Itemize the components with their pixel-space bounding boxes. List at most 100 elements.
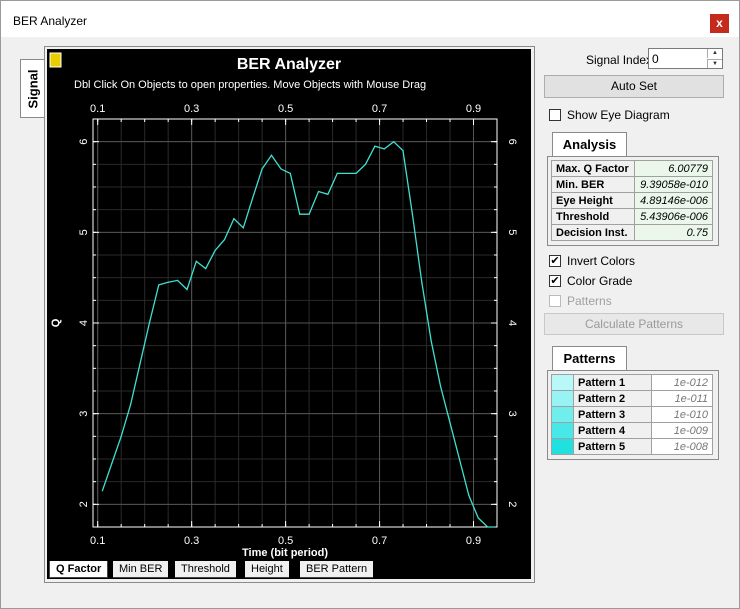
data-point xyxy=(346,172,348,174)
analysis-value[interactable]: 0.75 xyxy=(633,224,714,241)
table-row: Pattern 5 1e-008 xyxy=(551,438,713,455)
color-grade-checkbox[interactable]: ✔ xyxy=(549,275,561,287)
pattern-value[interactable]: 1e-009 xyxy=(651,422,713,439)
data-point xyxy=(261,168,263,170)
x-tick-label-top: 0.7 xyxy=(372,103,387,115)
pattern-value[interactable]: 1e-012 xyxy=(651,374,713,391)
data-point xyxy=(120,435,122,437)
y-axis-label: Q xyxy=(50,318,62,327)
show-eye-checkbox[interactable] xyxy=(549,109,561,121)
tab-min-ber[interactable]: Min BER xyxy=(113,561,169,578)
table-row: Decision Inst. 0.75 xyxy=(551,224,714,241)
table-row: Pattern 3 1e-010 xyxy=(551,406,713,423)
data-point xyxy=(176,279,179,281)
calculate-patterns-button[interactable]: Calculate Patterns xyxy=(544,313,724,335)
table-row: Pattern 1 1e-012 xyxy=(551,374,713,391)
y-tick-label-right: 3 xyxy=(506,411,518,417)
x-tick-label: 0.1 xyxy=(90,535,105,547)
x-tick-label: 0.5 xyxy=(278,535,293,547)
spin-up-icon[interactable]: ▲ xyxy=(707,49,722,58)
tab-ber-pattern[interactable]: BER Pattern xyxy=(300,561,374,578)
table-row: Threshold 5.43906e-006 xyxy=(551,208,714,225)
data-point xyxy=(317,190,320,193)
patterns-table: Pattern 1 1e-012 Pattern 2 1e-011 Pattern … xyxy=(551,374,713,455)
data-point xyxy=(289,172,291,174)
data-point xyxy=(167,281,169,283)
invert-colors-checkbox[interactable]: ✔ xyxy=(549,255,561,267)
y-tick-label-right: 2 xyxy=(506,501,518,507)
tab-height[interactable]: Height xyxy=(245,561,289,578)
signal-index-input[interactable] xyxy=(650,50,706,67)
pattern-color-swatch[interactable] xyxy=(551,422,574,439)
patterns-checkbox[interactable] xyxy=(549,295,561,307)
signal-index-spinner[interactable]: ▲ ▼ xyxy=(648,48,723,69)
close-button[interactable]: x xyxy=(710,14,729,33)
data-point xyxy=(364,163,367,165)
y-tick-label-right: 5 xyxy=(506,229,518,235)
data-point xyxy=(299,213,301,215)
x-tick-label-top: 0.3 xyxy=(184,103,199,115)
x-tick-label-top: 0.1 xyxy=(90,103,105,115)
pattern-color-swatch[interactable] xyxy=(551,390,574,407)
q-factor-plot[interactable]: BER Analyzer Dbl Click On Objects to open… xyxy=(47,49,531,579)
analysis-value[interactable]: 9.39058e-010 xyxy=(633,176,714,193)
tab-signal[interactable]: Signal xyxy=(20,59,45,118)
pattern-value[interactable]: 1e-008 xyxy=(651,438,713,455)
data-point xyxy=(252,197,254,199)
invert-colors-label: Invert Colors xyxy=(567,254,636,268)
x-tick-label: 0.3 xyxy=(184,535,199,547)
pattern-name: Pattern 4 xyxy=(572,422,653,439)
y-tick-label: 6 xyxy=(78,139,90,145)
y-tick-label: 2 xyxy=(78,501,90,507)
y-tick-label: 4 xyxy=(78,320,90,326)
data-point xyxy=(383,148,385,150)
x-axis-label: Time (bit period) xyxy=(242,547,328,559)
patterns-checkbox-label: Patterns xyxy=(567,294,612,308)
pattern-name: Pattern 1 xyxy=(572,374,653,391)
data-point xyxy=(421,281,423,283)
analysis-key: Decision Inst. xyxy=(551,224,635,241)
data-point xyxy=(355,172,357,174)
data-point xyxy=(411,213,414,215)
y-tick-label-right: 6 xyxy=(506,139,518,145)
pattern-name: Pattern 3 xyxy=(572,406,653,423)
title-bar[interactable]: BER Analyzer x xyxy=(1,1,739,37)
show-eye-label: Show Eye Diagram xyxy=(567,108,670,122)
data-point xyxy=(374,145,376,147)
analysis-value[interactable]: 4.89146e-006 xyxy=(633,192,714,209)
analysis-value[interactable]: 5.43906e-006 xyxy=(633,208,714,225)
data-point xyxy=(186,288,188,291)
data-point xyxy=(214,249,216,252)
x-tick-label-top: 0.5 xyxy=(278,103,293,115)
x-tick-label: 0.7 xyxy=(372,535,387,547)
tab-threshold[interactable]: Threshold xyxy=(175,561,236,578)
pattern-value[interactable]: 1e-011 xyxy=(651,390,713,407)
spin-down-icon[interactable]: ▼ xyxy=(707,59,722,68)
analysis-value[interactable]: 6.00779 xyxy=(633,160,714,177)
plot-tabs: Q Factor Min BER Threshold Height BER Pa… xyxy=(47,561,531,578)
data-point xyxy=(487,526,489,528)
data-point xyxy=(458,458,461,460)
pattern-color-swatch[interactable] xyxy=(551,374,574,391)
data-point xyxy=(280,168,282,170)
pattern-name: Pattern 5 xyxy=(572,438,653,455)
data-point xyxy=(468,494,470,496)
y-tick-label-right: 4 xyxy=(506,320,518,326)
data-point xyxy=(223,238,226,241)
tab-analysis[interactable]: Analysis xyxy=(552,132,627,157)
data-point xyxy=(195,260,197,262)
tab-patterns[interactable]: Patterns xyxy=(552,346,627,371)
pattern-color-swatch[interactable] xyxy=(551,406,574,423)
data-point xyxy=(129,404,132,406)
pattern-color-swatch[interactable] xyxy=(551,438,574,455)
table-row: Eye Height 4.89146e-006 xyxy=(551,192,714,209)
x-tick-label-top: 0.9 xyxy=(466,103,481,115)
y-tick-label: 5 xyxy=(78,229,90,235)
table-row: Max. Q Factor 6.00779 xyxy=(551,160,714,177)
analysis-key: Max. Q Factor xyxy=(551,160,635,177)
q-factor-chart[interactable]: BER Analyzer Dbl Click On Objects to open… xyxy=(47,49,531,561)
pattern-value[interactable]: 1e-010 xyxy=(651,406,713,423)
tab-q-factor[interactable]: Q Factor xyxy=(49,561,109,578)
auto-set-button[interactable]: Auto Set xyxy=(544,75,724,98)
